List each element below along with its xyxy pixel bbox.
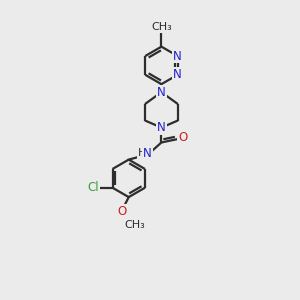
Text: N: N	[157, 121, 166, 134]
Text: CH₃: CH₃	[124, 220, 145, 230]
Text: N: N	[157, 86, 166, 99]
Text: N: N	[173, 68, 182, 81]
Text: CH₃: CH₃	[151, 22, 172, 32]
Text: O: O	[118, 205, 127, 218]
Text: H: H	[138, 148, 146, 158]
Text: O: O	[178, 131, 188, 144]
Text: Cl: Cl	[88, 181, 99, 194]
Text: N: N	[143, 147, 152, 160]
Text: N: N	[173, 50, 182, 62]
